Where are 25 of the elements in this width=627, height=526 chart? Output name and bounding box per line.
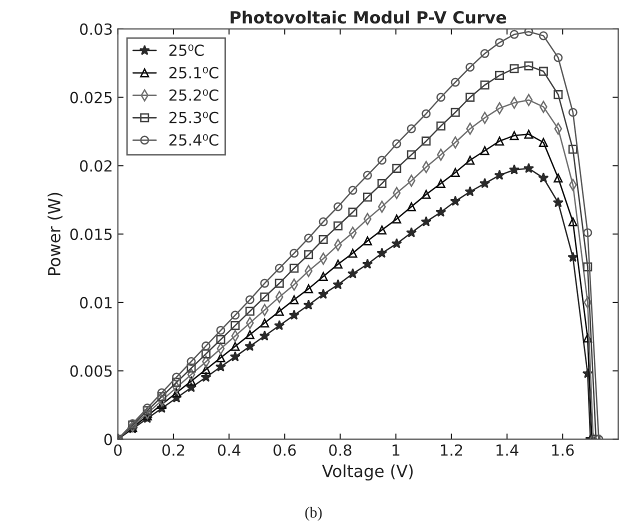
legend-label: 25.1⁰C (169, 66, 218, 78)
legend-label: 25.4⁰C (169, 134, 218, 146)
y-tick-label: 0.005 (70, 365, 112, 377)
x-tick-label: 0.8 (329, 444, 352, 456)
x-tick-label: 1.2 (440, 444, 462, 456)
x-tick-label: 0 (114, 444, 122, 456)
y-tick-label: 0.015 (70, 228, 112, 240)
y-tick-label: 0 (104, 434, 112, 446)
y-tick-label: 0.01 (80, 296, 112, 308)
x-axis-title: Voltage (V) (322, 464, 413, 481)
x-tick-label: 0.4 (218, 444, 240, 456)
x-tick-label: 1.4 (496, 444, 518, 456)
text: (b) (305, 506, 322, 521)
y-tick-label: 0.02 (80, 160, 112, 172)
legend-label: 25.3⁰C (169, 112, 218, 124)
chart-title: Photovoltaic Modul P-V Curve (230, 10, 506, 24)
legend-label: 25⁰C (169, 44, 204, 56)
y-axis-title: Power (W) (48, 192, 62, 276)
legend-label: 25.2⁰C (169, 89, 218, 101)
x-tick-label: 1 (392, 444, 400, 456)
x-tick-label: 0.6 (274, 444, 296, 456)
y-tick-label: 0.025 (70, 92, 112, 104)
x-tick-label: 1.6 (552, 444, 574, 456)
y-tick-label: 0.03 (80, 23, 112, 35)
x-tick-label: 0.2 (162, 444, 184, 456)
